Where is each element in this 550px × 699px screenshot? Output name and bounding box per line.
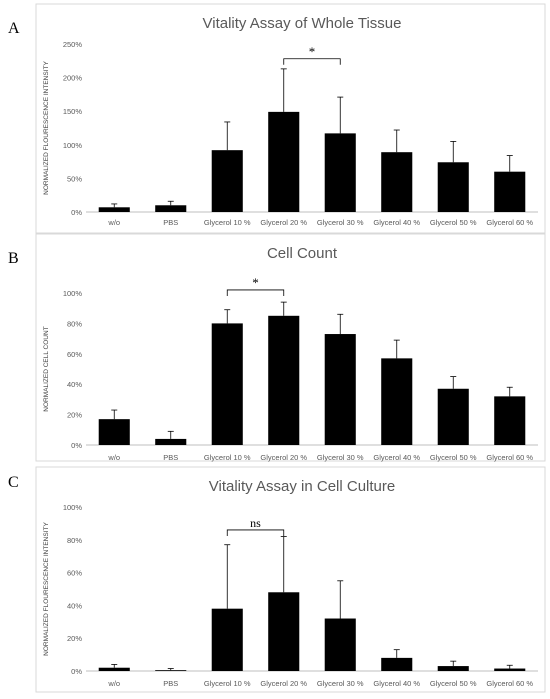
chart-c-bar [211, 608, 243, 671]
chart-b-x-tick-label: Glycerol 60 % [486, 453, 533, 462]
chart-c-ytick-label: 60% [67, 569, 82, 578]
chart-a-x-tick-label: Glycerol 30 % [317, 218, 364, 227]
chart-a-bar [155, 205, 187, 212]
chart-a-x-tick-label: Glycerol 10 % [204, 218, 251, 227]
chart-c-significance-bracket [226, 529, 285, 536]
chart-a-ytick-label: 50% [67, 174, 82, 183]
chart-c-x-tick-label: Glycerol 60 % [486, 679, 533, 688]
chart-b-ytick-label: 0% [71, 441, 82, 450]
chart-c-x-tick-label: Glycerol 20 % [260, 679, 307, 688]
chart-b-significance-bracket [226, 289, 285, 296]
chart-b-bar [211, 323, 243, 445]
chart-c-x-tick-label: Glycerol 30 % [317, 679, 364, 688]
chart-b-ytick-label: 60% [67, 350, 82, 359]
chart-b-ytick-label: 100% [63, 289, 83, 298]
chart-b-title: Cell Count [267, 245, 338, 262]
chart-a-ytick-label: 150% [63, 107, 83, 116]
panel-letter-c: C [8, 474, 19, 491]
chart-a-x-tick-label: PBS [163, 218, 178, 227]
chart-c-ytick-label: 20% [67, 634, 82, 643]
chart-a-x-tick-label: Glycerol 20 % [260, 218, 307, 227]
chart-b-x-tick-label: Glycerol 40 % [373, 453, 420, 462]
chart-b-ytick-label: 80% [67, 319, 82, 328]
chart-b-bar [437, 388, 469, 445]
chart-b-bar [155, 438, 187, 445]
chart-a-ytick-label: 250% [63, 40, 83, 49]
chart-c-bar [381, 657, 413, 671]
chart-c-bar [155, 670, 187, 671]
chart-a-x-tick-label: Glycerol 60 % [486, 218, 533, 227]
chart-b-bar [494, 396, 526, 445]
chart-c-bar [268, 592, 300, 671]
chart-c-x-tick-label: Glycerol 10 % [204, 679, 251, 688]
chart-b-bar [324, 334, 356, 445]
chart-b-x-tick-label: Glycerol 30 % [317, 453, 364, 462]
chart-c-bar [437, 666, 469, 671]
chart-b-x-tick-label: Glycerol 50 % [430, 453, 477, 462]
chart-b-x-tick-label: Glycerol 10 % [204, 453, 251, 462]
panel-letter-a: A [8, 20, 20, 37]
chart-c-bar [98, 667, 130, 671]
chart-a-x-tick-label: w/o [107, 218, 120, 227]
chart-a-bar [324, 133, 356, 212]
chart-b-bar [98, 419, 130, 445]
chart-b-ytick-label: 20% [67, 411, 82, 420]
chart-c-bar [494, 668, 526, 671]
chart-c-ytick-label: 100% [63, 503, 83, 512]
chart-a-bar [437, 162, 469, 212]
chart-c-ylabel: NORMALIZED FLOURESCENCE INTENSITY [43, 522, 50, 656]
chart-c-ytick-label: 0% [71, 667, 82, 676]
chart-a-bar [494, 171, 526, 212]
chart-c-ytick-label: 40% [67, 601, 82, 610]
chart-b-bar [268, 315, 300, 445]
chart-a-significance-bracket [283, 58, 341, 65]
chart-c-ytick-label: 80% [67, 536, 82, 545]
chart-c-x-tick-label: PBS [163, 679, 178, 688]
chart-a-bar [268, 111, 300, 212]
chart-a-significance-label: * [309, 44, 316, 59]
panel-letter-b: B [8, 250, 19, 267]
chart-a-ytick-label: 0% [71, 208, 82, 217]
chart-a-ytick-label: 200% [63, 74, 83, 83]
chart-a-ylabel: NORMALIZED FLOURESCENCE INTENSITY [43, 61, 50, 195]
chart-b-x-tick-label: w/o [107, 453, 120, 462]
chart-c-x-tick-label: Glycerol 40 % [373, 679, 420, 688]
chart-b-ytick-label: 40% [67, 380, 82, 389]
chart-a-x-tick-label: Glycerol 40 % [373, 218, 420, 227]
chart-a-bar [98, 207, 130, 212]
chart-b-ylabel: NORMALIZED CELL COUNT [43, 326, 50, 411]
chart-b-x-tick-label: Glycerol 20 % [260, 453, 307, 462]
chart-a-x-tick-label: Glycerol 50 % [430, 218, 477, 227]
chart-a-bar [381, 152, 413, 212]
chart-a-bar [211, 150, 243, 212]
chart-b-x-tick-label: PBS [163, 453, 178, 462]
chart-b-bar [381, 358, 413, 445]
chart-a-ytick-label: 100% [63, 141, 83, 150]
chart-c-x-tick-label: Glycerol 50 % [430, 679, 477, 688]
chart-a-title: Vitality Assay of Whole Tissue [203, 15, 402, 32]
chart-b-significance-label: * [252, 275, 259, 290]
chart-c-title: Vitality Assay in Cell Culture [209, 478, 395, 495]
chart-c-bar [324, 618, 356, 671]
chart-c-x-tick-label: w/o [107, 679, 120, 688]
chart-c-significance-label: ns [250, 516, 261, 530]
